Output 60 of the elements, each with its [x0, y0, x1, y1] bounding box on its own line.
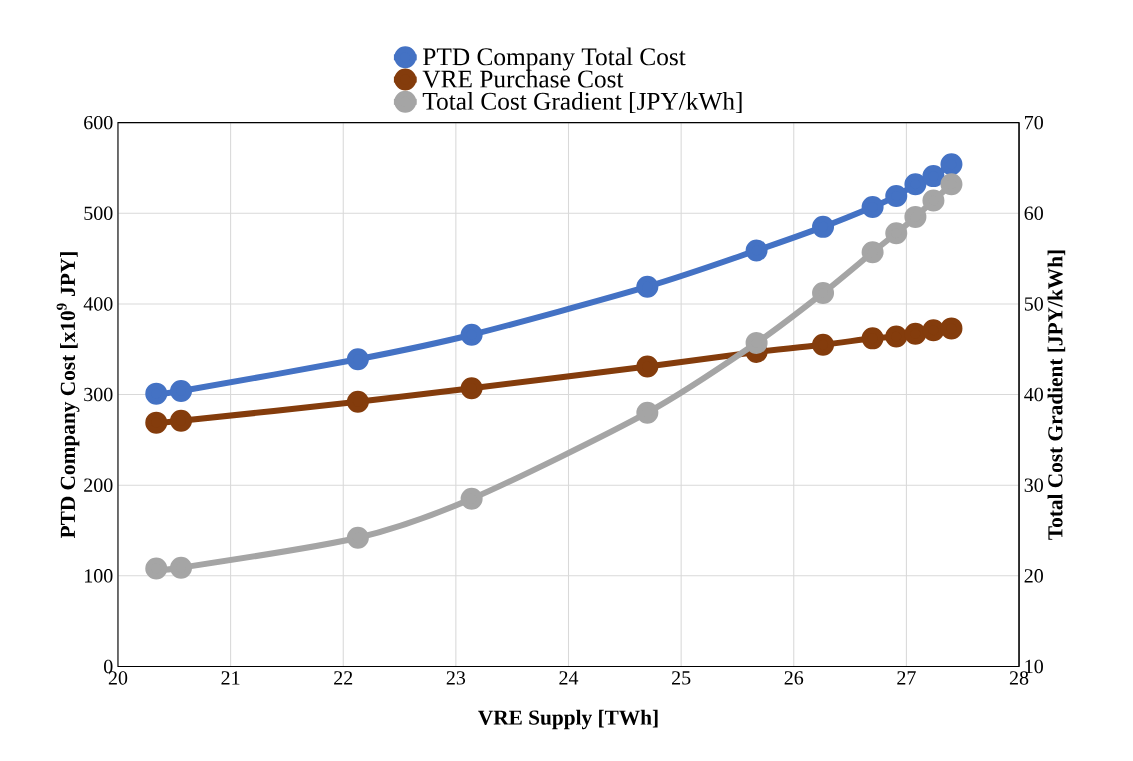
point — [885, 185, 908, 207]
point — [885, 325, 908, 348]
point — [904, 322, 927, 345]
y2-tick-label: 30 — [1024, 478, 1043, 492]
point — [145, 557, 168, 580]
point — [145, 382, 168, 405]
x-tick-label: 25 — [672, 671, 691, 685]
point — [636, 275, 659, 298]
point — [922, 189, 945, 212]
point — [861, 327, 884, 350]
legend-label: PTD Company Total Cost — [423, 47, 686, 71]
y-axis-title: PTD Company Cost [x10$^{9}$ JPY] — [56, 252, 80, 539]
point — [922, 319, 945, 342]
point — [904, 173, 927, 196]
point — [460, 377, 483, 400]
y-tick-label: 400 — [83, 297, 113, 311]
legend-label: Total Cost Gradient [JPY/kWh] — [422, 91, 742, 113]
y2-tick-label: 50 — [1024, 297, 1043, 311]
point — [636, 355, 659, 378]
point — [885, 222, 908, 245]
y2-tick-label: 60 — [1024, 206, 1043, 220]
point — [922, 165, 945, 188]
x-axis-title: VRE Supply [TWh] — [478, 709, 658, 730]
x-tick-label: 21 — [221, 671, 240, 685]
point — [170, 409, 193, 432]
point — [346, 390, 369, 413]
point — [170, 556, 193, 579]
point — [904, 205, 927, 228]
y2-tick-label: 20 — [1024, 569, 1043, 583]
point — [145, 411, 168, 434]
point — [745, 331, 768, 354]
y2-axis-title: Total Cost Gradient [JPY/kWh] — [1047, 250, 1066, 540]
y2-tick-label: 40 — [1024, 387, 1043, 402]
y-tick-label: 600 — [84, 115, 113, 130]
legend-label: VRE Purchase Cost — [422, 69, 624, 88]
x-tick-label: 22 — [334, 671, 353, 685]
point — [745, 239, 768, 262]
x-tick-label: 26 — [784, 671, 804, 685]
point — [812, 215, 835, 238]
point — [460, 323, 483, 346]
y-tick-label: 500 — [84, 206, 113, 220]
point — [346, 526, 369, 549]
point — [940, 153, 963, 176]
point — [861, 241, 884, 264]
point — [940, 173, 963, 196]
x-tick-label: 27 — [897, 671, 916, 685]
y-tick-label: 100 — [85, 569, 113, 583]
y-tick-label: 300 — [84, 387, 113, 402]
point — [861, 195, 884, 218]
point — [940, 317, 963, 340]
x-tick-label: 23 — [446, 671, 466, 685]
y-tick-label: 200 — [84, 478, 113, 492]
point — [636, 401, 659, 424]
point — [170, 379, 193, 402]
x-tick-label: 24 — [559, 671, 579, 685]
point — [812, 281, 835, 304]
point — [460, 487, 483, 510]
y2-tick-label: 70 — [1025, 115, 1043, 130]
point — [346, 348, 369, 371]
point — [812, 333, 835, 356]
